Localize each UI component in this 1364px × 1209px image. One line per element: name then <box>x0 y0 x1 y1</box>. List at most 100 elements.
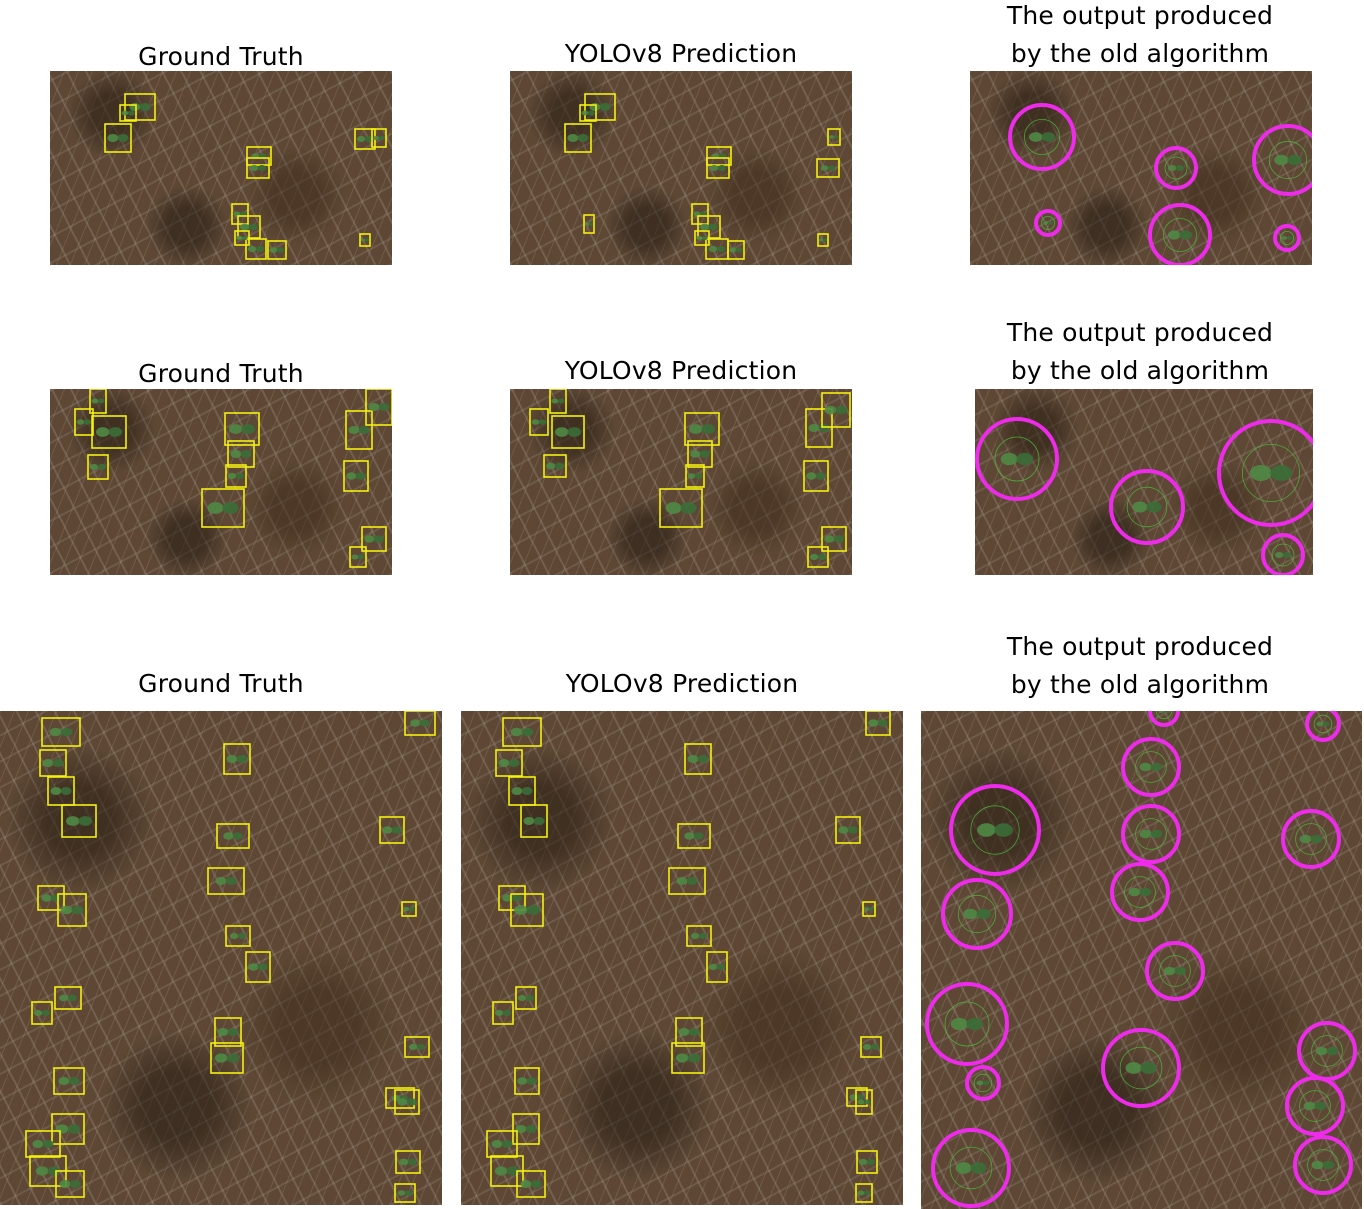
seedling-leaf <box>139 102 151 112</box>
seedling-leaf <box>531 419 540 425</box>
seedling-leaf <box>697 754 709 764</box>
bounding-box <box>267 240 287 260</box>
seedling <box>351 554 365 560</box>
bounding-box <box>227 440 255 468</box>
seedling-leaf <box>1167 164 1177 172</box>
seedling-leaf <box>1314 1101 1327 1111</box>
seedling-leaf <box>76 419 85 425</box>
seedling-leaf <box>868 907 874 911</box>
seedling-leaf <box>687 1053 701 1063</box>
seedling-leaf <box>1249 464 1272 482</box>
seedling-leaf <box>511 786 523 796</box>
seedling-leaf <box>1041 132 1055 142</box>
detection-circle <box>1273 224 1301 252</box>
bounding-box <box>516 1170 546 1198</box>
bounding-box <box>551 415 585 449</box>
seedling-leaf <box>397 1098 408 1106</box>
bounding-box <box>510 893 544 927</box>
bounding-box <box>706 157 730 179</box>
seedling <box>223 832 243 840</box>
seedling-leaf <box>877 719 888 727</box>
seedling-leaf <box>42 1139 54 1149</box>
small-detection-circle <box>973 1073 993 1093</box>
bounding-box <box>727 240 745 260</box>
bounding-box <box>495 749 523 777</box>
seedling-leaf <box>60 727 73 737</box>
seedling <box>346 472 366 480</box>
seedling <box>708 963 726 971</box>
seedling-leaf <box>857 1099 865 1105</box>
bounding-box <box>855 1183 873 1203</box>
seedling-leaf <box>351 554 359 560</box>
seedling-leaf <box>247 245 257 253</box>
title-yolo-row3: YOLOv8 Prediction <box>565 669 799 698</box>
seedling <box>584 222 594 226</box>
seedling-leaf <box>416 1043 426 1051</box>
seedling-leaf <box>506 1166 520 1176</box>
seedling-leaf <box>230 449 242 459</box>
seedling-leaf <box>215 876 227 886</box>
seedling-leaf <box>378 402 390 412</box>
bounding-box <box>207 867 245 895</box>
seedling <box>1167 230 1193 240</box>
seedling <box>214 1053 240 1063</box>
bounding-box <box>687 440 713 468</box>
small-detection-circle <box>1299 1090 1331 1122</box>
seedling-leaf <box>241 235 248 241</box>
bounding-box <box>835 816 861 844</box>
bounding-box <box>245 238 267 260</box>
seedling <box>809 553 827 561</box>
seedling <box>236 235 248 241</box>
seedling <box>806 472 826 480</box>
bounding-box <box>379 816 405 844</box>
seedling-leaf <box>966 1017 984 1031</box>
seedling-leaf <box>236 235 243 241</box>
seedling <box>356 135 374 143</box>
seedling-leaf <box>581 110 589 116</box>
seedling-leaf <box>498 758 510 768</box>
seedling-leaf <box>684 832 695 840</box>
seedling-leaf <box>567 427 581 437</box>
seedling-leaf <box>1043 221 1049 225</box>
seedling-leaf <box>255 245 265 253</box>
detection-circle <box>1109 469 1185 545</box>
bounding-box <box>104 123 132 153</box>
seedling-leaf <box>1311 1160 1324 1170</box>
small-detection-circle <box>1313 714 1333 734</box>
seedling-leaf <box>356 135 366 143</box>
bounding-box <box>61 804 97 838</box>
seedling-leaf <box>257 963 268 971</box>
seedling <box>96 427 122 437</box>
bounding-box <box>821 526 847 552</box>
seedling <box>215 876 237 886</box>
seedling <box>269 247 285 253</box>
bounding-box <box>124 93 156 121</box>
detection-circle <box>1285 1076 1345 1136</box>
seedling <box>226 754 248 764</box>
seedling <box>248 963 268 971</box>
seedling-leaf <box>1274 154 1289 166</box>
image-yolo-row3 <box>461 711 903 1205</box>
seedling-leaf <box>91 398 99 404</box>
seedling-leaf <box>1322 721 1330 727</box>
bounding-box <box>860 1036 882 1058</box>
seedling-leaf <box>863 1099 871 1105</box>
seedling <box>977 823 1013 837</box>
seedling <box>862 1043 880 1051</box>
seedling-leaf <box>364 135 374 143</box>
seedling-leaf <box>502 894 513 902</box>
image-old-algorithm-row3 <box>921 711 1362 1209</box>
seedling-leaf <box>276 247 285 253</box>
seedling-leaf <box>1150 829 1163 839</box>
title-old-row3-line2: by the old algorithm <box>1010 670 1270 699</box>
seedling-leaf <box>241 424 255 434</box>
small-detection-circle <box>970 805 1020 855</box>
bounding-box <box>119 104 137 122</box>
seedling <box>49 727 73 737</box>
bounding-box <box>659 488 703 528</box>
bounding-box <box>89 389 107 414</box>
bounding-box <box>31 1001 53 1025</box>
seedling <box>696 235 708 241</box>
seedling-leaf <box>1282 236 1288 240</box>
title-yolo-row2: YOLOv8 Prediction <box>564 356 798 385</box>
